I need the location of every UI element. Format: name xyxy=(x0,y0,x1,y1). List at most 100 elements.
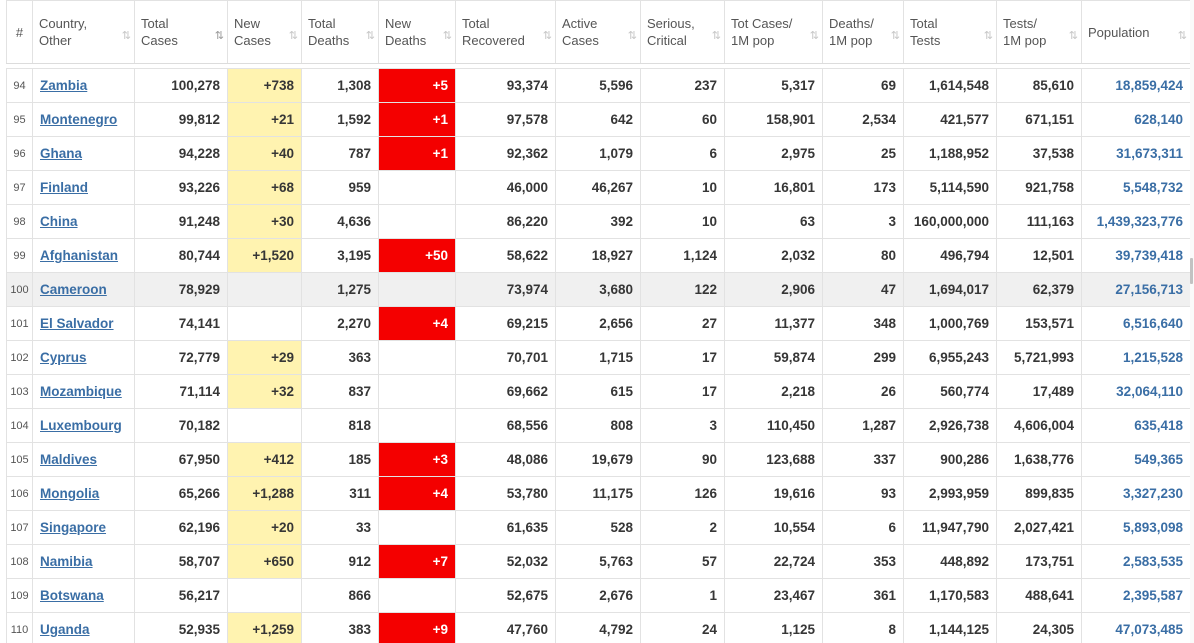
cell-serious-critical: 17 xyxy=(640,374,725,409)
column-header-active-cases[interactable]: Active Cases ⇅ xyxy=(555,0,641,64)
country-link[interactable]: Mongolia xyxy=(40,486,100,501)
cell-active-cases: 46,267 xyxy=(555,170,641,205)
country-link[interactable]: Mozambique xyxy=(40,384,122,399)
table-row[interactable]: 110 Uganda 52,935 +1,259 383 +9 47,760 4,792 24 1… xyxy=(6,612,1191,643)
table-row[interactable]: 103 Mozambique 71,114 +32 837 69,662 615 17 2,21… xyxy=(6,374,1191,409)
country-link[interactable]: Cyprus xyxy=(40,350,87,365)
sort-arrows-icon[interactable]: ⇅ xyxy=(442,30,452,42)
table-row[interactable]: 101 El Salvador 74,141 2,270 +4 69,215 2,656 27… xyxy=(6,306,1191,341)
cell-rank: 101 xyxy=(6,306,33,341)
country-link[interactable]: Namibia xyxy=(40,554,93,569)
cell-active-cases: 5,763 xyxy=(555,544,641,579)
sort-arrows-icon[interactable]: ⇅ xyxy=(983,30,993,42)
scrollbar-thumb[interactable] xyxy=(1190,258,1193,284)
table-row[interactable]: 100 Cameroon 78,929 1,275 73,974 3,680 122 2,90… xyxy=(6,272,1191,307)
country-link[interactable]: Finland xyxy=(40,180,88,195)
column-header-total-deaths[interactable]: Total Deaths ⇅ xyxy=(301,0,379,64)
vertical-scrollbar[interactable] xyxy=(1190,0,1194,643)
cell-rank: 96 xyxy=(6,136,33,171)
column-header-tests-per-1m[interactable]: Tests/1M pop ⇅ xyxy=(996,0,1082,64)
column-header-total-tests[interactable]: Total Tests ⇅ xyxy=(903,0,997,64)
cell-tests-per-1m: 37,538 xyxy=(996,136,1082,171)
table-row[interactable]: 94 Zambia 100,278 +738 1,308 +5 93,374 5,596 237… xyxy=(6,68,1191,103)
table-row[interactable]: 104 Luxembourg 70,182 818 68,556 808 3 110,450 1… xyxy=(6,408,1191,443)
column-header-population[interactable]: Population ⇅ xyxy=(1081,0,1191,64)
cell-rank: 99 xyxy=(6,238,33,273)
cell-total-cases: 99,812 xyxy=(134,102,228,137)
cell-total-deaths: 383 xyxy=(301,612,379,643)
sort-arrows-icon[interactable]: ⇅ xyxy=(809,30,819,42)
country-link[interactable]: Afghanistan xyxy=(40,248,119,263)
cell-total-recovered: 93,374 xyxy=(455,68,556,103)
sort-arrows-icon[interactable]: ⇅ xyxy=(365,30,375,42)
column-header-label: Cases xyxy=(234,33,271,48)
table-row[interactable]: 96 Ghana 94,228 +40 787 +1 92,362 1,079 6 2,975 25… xyxy=(6,136,1191,171)
cell-serious-critical: 1 xyxy=(640,578,725,613)
cell-tests-per-1m: 899,835 xyxy=(996,476,1082,511)
sort-arrows-icon[interactable]: ⇅ xyxy=(1068,30,1078,42)
column-header-label: Cases xyxy=(141,33,178,48)
cell-deaths-per-1m: 26 xyxy=(822,374,904,409)
cell-total-recovered: 61,635 xyxy=(455,510,556,545)
sort-arrows-icon[interactable]: ⇅ xyxy=(890,30,900,42)
country-link[interactable]: Luxembourg xyxy=(40,418,122,433)
country-link[interactable]: Montenegro xyxy=(40,112,118,127)
cell-population: 3,327,230 xyxy=(1081,476,1191,511)
cell-deaths-per-1m: 353 xyxy=(822,544,904,579)
cell-serious-critical: 3 xyxy=(640,408,725,443)
cell-cases-per-1m: 63 xyxy=(724,204,823,239)
column-header-deaths-per-1m[interactable]: Deaths/1M pop ⇅ xyxy=(822,0,904,64)
cell-total-cases: 100,278 xyxy=(134,68,228,103)
cell-country: Singapore xyxy=(32,510,135,545)
sort-arrows-icon[interactable]: ⇅ xyxy=(542,30,552,42)
table-row[interactable]: 106 Mongolia 65,266 +1,288 311 +4 53,780 11,175… xyxy=(6,476,1191,511)
table-row[interactable]: 97 Finland 93,226 +68 959 46,000 46,267 10 16,80… xyxy=(6,170,1191,205)
cell-deaths-per-1m: 1,287 xyxy=(822,408,904,443)
table-row[interactable]: 105 Maldives 67,950 +412 185 +3 48,086 19,679 90… xyxy=(6,442,1191,477)
column-header-rank[interactable]: # xyxy=(6,0,33,64)
column-header-total-recovered[interactable]: Total Recovered ⇅ xyxy=(455,0,556,64)
cell-rank: 98 xyxy=(6,204,33,239)
cell-total-recovered: 69,215 xyxy=(455,306,556,341)
table-row[interactable]: 109 Botswana 56,217 866 52,675 2,676 1 23,467 36… xyxy=(6,578,1191,613)
sort-arrows-icon[interactable]: ⇅ xyxy=(214,30,224,42)
cell-serious-critical: 10 xyxy=(640,170,725,205)
cell-population: 2,395,587 xyxy=(1081,578,1191,613)
sort-arrows-icon[interactable]: ⇅ xyxy=(627,30,637,42)
country-link[interactable]: Maldives xyxy=(40,452,98,467)
sort-arrows-icon[interactable]: ⇅ xyxy=(121,30,131,42)
cell-total-recovered: 69,662 xyxy=(455,374,556,409)
country-link[interactable]: Singapore xyxy=(40,520,107,535)
cell-total-cases: 70,182 xyxy=(134,408,228,443)
table-row[interactable]: 99 Afghanistan 80,744 +1,520 3,195 +50 58,622 1… xyxy=(6,238,1191,273)
country-link[interactable]: Ghana xyxy=(40,146,83,161)
country-link[interactable]: Uganda xyxy=(40,622,90,637)
cell-new-cases xyxy=(227,306,302,341)
cell-cases-per-1m: 10,554 xyxy=(724,510,823,545)
column-header-total-cases[interactable]: Total Cases ⇅ xyxy=(134,0,228,64)
cell-rank: 97 xyxy=(6,170,33,205)
table-row[interactable]: 98 China 91,248 +30 4,636 86,220 392 10 63 3 160,0… xyxy=(6,204,1191,239)
country-link[interactable]: Botswana xyxy=(40,588,104,603)
country-link[interactable]: El Salvador xyxy=(40,316,114,331)
table-row[interactable]: 95 Montenegro 99,812 +21 1,592 +1 97,578 642 60 1… xyxy=(6,102,1191,137)
table-row[interactable]: 102 Cyprus 72,779 +29 363 70,701 1,715 17 59,874… xyxy=(6,340,1191,375)
country-link[interactable]: Zambia xyxy=(40,78,88,93)
column-header-label: Cases xyxy=(562,33,599,48)
cell-cases-per-1m: 123,688 xyxy=(724,442,823,477)
country-link[interactable]: Cameroon xyxy=(40,282,107,297)
sort-arrows-icon[interactable]: ⇅ xyxy=(288,30,298,42)
column-header-cases-per-1m[interactable]: Tot Cases/1M pop ⇅ xyxy=(724,0,823,64)
column-header-country[interactable]: Country, Other ⇅ xyxy=(32,0,135,64)
column-header-new-cases[interactable]: New Cases ⇅ xyxy=(227,0,302,64)
sort-arrows-icon[interactable]: ⇅ xyxy=(711,30,721,42)
table-row[interactable]: 108 Namibia 58,707 +650 912 +7 52,032 5,763 57 22… xyxy=(6,544,1191,579)
column-header-serious-critical[interactable]: Serious, Critical ⇅ xyxy=(640,0,725,64)
cell-country: Ghana xyxy=(32,136,135,171)
sort-arrows-icon[interactable]: ⇅ xyxy=(1177,30,1187,42)
column-header-new-deaths[interactable]: New Deaths ⇅ xyxy=(378,0,456,64)
country-link[interactable]: China xyxy=(40,214,78,229)
table-row[interactable]: 107 Singapore 62,196 +20 33 61,635 528 2 10,554 6… xyxy=(6,510,1191,545)
cell-cases-per-1m: 2,218 xyxy=(724,374,823,409)
cell-total-recovered: 47,760 xyxy=(455,612,556,643)
